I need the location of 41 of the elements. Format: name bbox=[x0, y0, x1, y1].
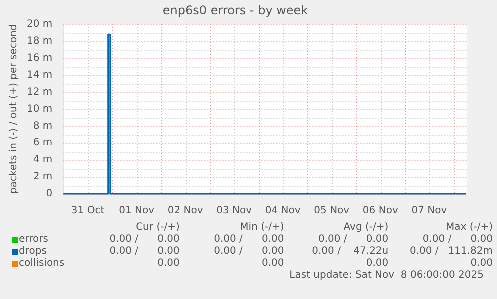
x-tick-label: 07 Nov bbox=[412, 206, 448, 217]
text: 0.00 bbox=[365, 258, 390, 270]
text: Last update: Sat Nov 8 06:00:00 2025 bbox=[288, 270, 484, 282]
text: 0.00 bbox=[260, 258, 286, 270]
y-tick-label: 0 bbox=[46, 188, 53, 200]
text: 0.00 / 0.00 bbox=[317, 234, 390, 246]
text: 0.00 bbox=[156, 258, 181, 270]
y-tick-label: 12 m bbox=[26, 86, 53, 98]
text: Cur (-/+) bbox=[135, 222, 181, 234]
text: 0.00 / 47.22u bbox=[311, 246, 390, 258]
x-tick-label: 03 Nov bbox=[216, 206, 252, 217]
legend-label: drops bbox=[19, 246, 47, 258]
text: 0.00 / 0.00 bbox=[213, 246, 286, 258]
text: 0.00 bbox=[470, 258, 494, 270]
y-tick-label: 10 m bbox=[26, 104, 53, 115]
y-tick-label: 16 m bbox=[26, 52, 53, 64]
y-tick-label: 20 m bbox=[26, 18, 53, 30]
text: 0.00 / 0.00 bbox=[422, 234, 494, 246]
x-tick-label: 04 Nov bbox=[265, 206, 301, 217]
x-tick-label: 05 Nov bbox=[314, 206, 350, 217]
y-tick-label: 6 m bbox=[33, 138, 53, 149]
x-tick-label: 06 Nov bbox=[362, 206, 398, 217]
y-tick-label: 2 m bbox=[33, 172, 53, 183]
y-axis-title: packets in (-) / out (+) per second bbox=[8, 24, 20, 194]
y-tick-label: 14 m bbox=[26, 70, 53, 81]
text: Avg (-/+) bbox=[342, 222, 390, 234]
legend-label: collisions bbox=[19, 258, 65, 270]
text: Min (-/+) bbox=[239, 222, 286, 234]
x-tick-label: 31 Oct bbox=[71, 206, 105, 217]
text: 0.00 / 111.82m bbox=[408, 246, 494, 258]
chart-title: enp6s0 errors - by week bbox=[162, 3, 308, 18]
text: Max (-/+) bbox=[445, 222, 494, 234]
x-tick-label: 01 Nov bbox=[119, 206, 155, 217]
text: 0.00 / 0.00 bbox=[213, 234, 286, 246]
x-tick-label: 02 Nov bbox=[168, 206, 204, 217]
y-tick-label: 8 m bbox=[33, 120, 53, 132]
text: 0.00 / 0.00 bbox=[108, 246, 181, 258]
y-tick-label: 18 m bbox=[26, 36, 53, 47]
text: 0.00 / 0.00 bbox=[108, 234, 181, 246]
legend-label: errors bbox=[19, 234, 48, 246]
y-tick-label: 4 m bbox=[33, 154, 53, 166]
